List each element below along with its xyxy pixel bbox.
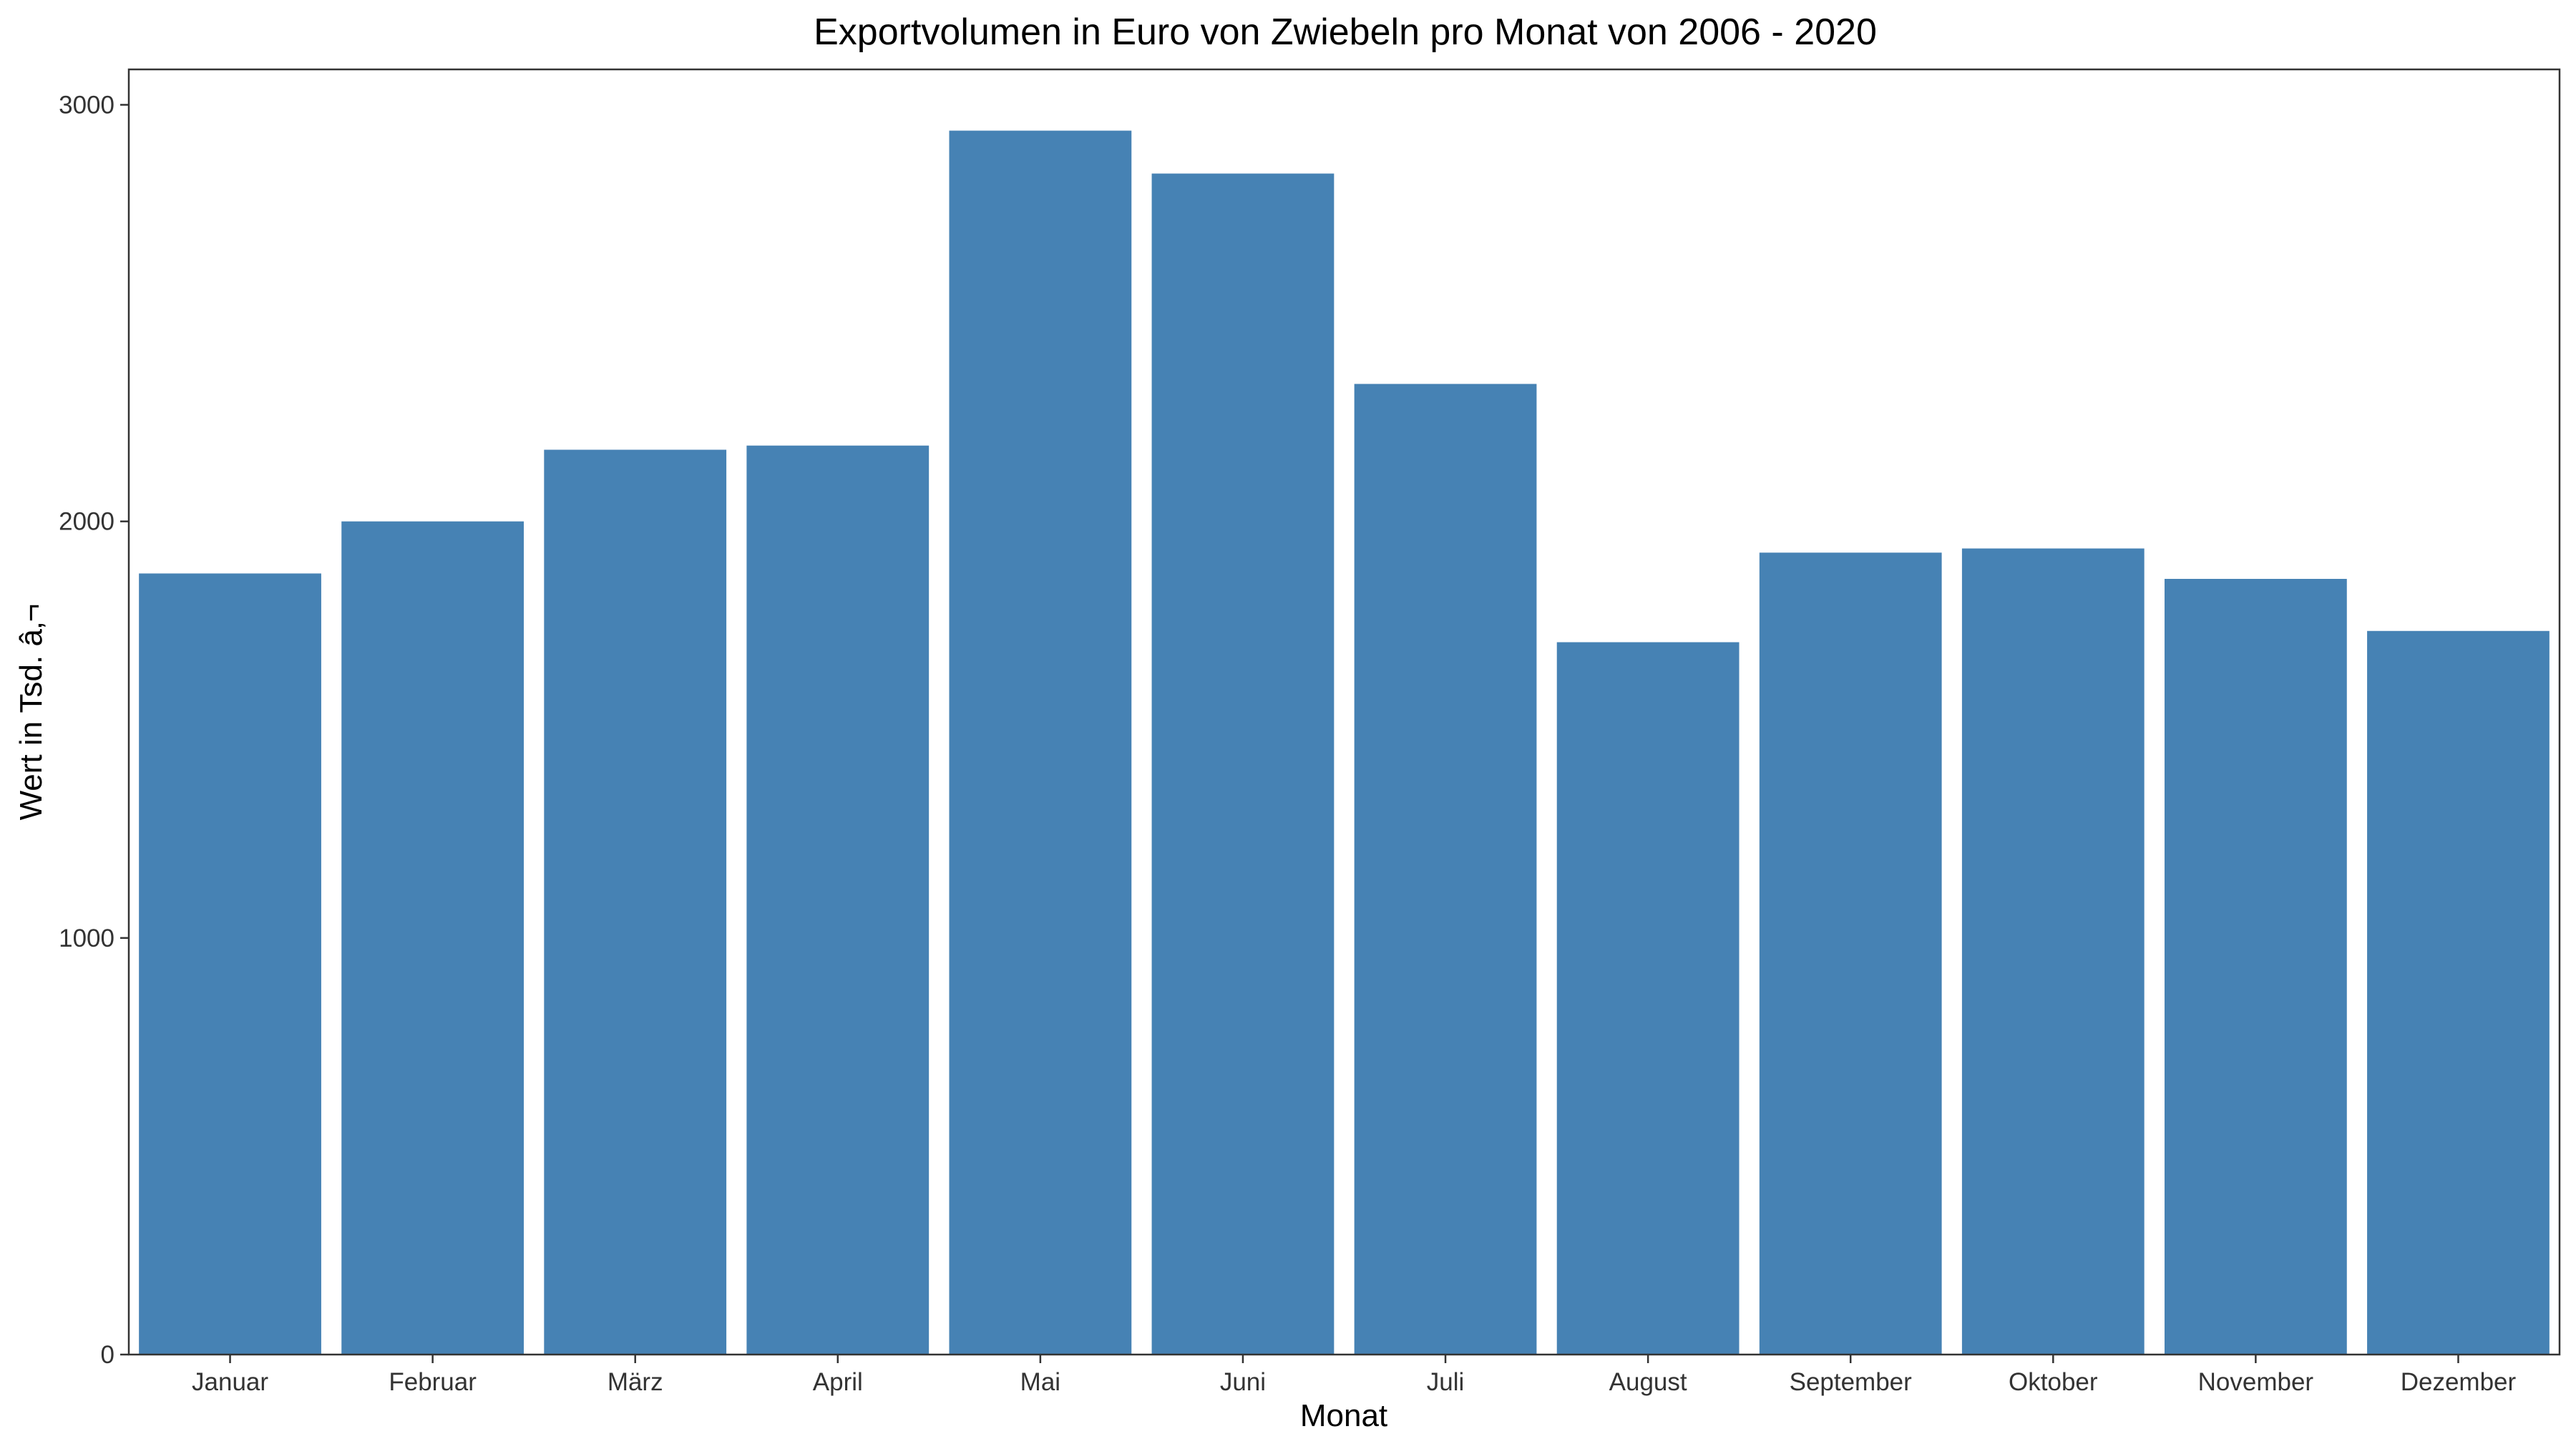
bar-7 [1354, 384, 1537, 1355]
bar-2 [341, 521, 525, 1355]
x-tick-label: Januar [192, 1368, 268, 1396]
bar-9 [1759, 552, 1942, 1355]
x-tick-label: März [608, 1368, 663, 1396]
x-tick-label: September [1790, 1368, 1913, 1396]
x-tick-label: November [2198, 1368, 2314, 1396]
y-tick-label: 1000 [59, 924, 114, 952]
y-axis-title: Wert in Tsd. â‚¬ [14, 604, 49, 821]
bar-12 [2367, 630, 2550, 1355]
y-axis: 0 1000 2000 3000 [59, 91, 129, 1369]
x-axis: Januar Februar März April Mai Juni Juli August S… [192, 1355, 2517, 1396]
x-tick-label: Dezember [2401, 1368, 2517, 1396]
bar-11 [2164, 579, 2347, 1355]
bar-6 [1151, 173, 1335, 1355]
bar-3 [544, 449, 727, 1355]
x-tick-label: Oktober [2009, 1368, 2098, 1396]
bar-8 [1556, 642, 1740, 1355]
bars-group [139, 130, 2550, 1355]
x-tick-label: Februar [389, 1368, 477, 1396]
x-tick-label: August [1609, 1368, 1687, 1396]
x-tick-label: Juli [1427, 1368, 1465, 1396]
bar-1 [139, 573, 321, 1355]
bar-10 [1961, 548, 2145, 1355]
bar-4 [746, 445, 930, 1355]
x-axis-title: Monat [1300, 1398, 1387, 1433]
bar-5 [949, 130, 1132, 1355]
chart-title: Exportvolumen in Euro von Zwiebeln pro M… [814, 11, 1877, 53]
y-tick-label: 0 [101, 1341, 114, 1369]
x-tick-label: Juni [1220, 1368, 1266, 1396]
plot-panel-border [127, 68, 2561, 1356]
y-tick-label: 2000 [59, 508, 114, 536]
y-tick-label: 3000 [59, 91, 114, 119]
x-tick-label: Mai [1020, 1368, 1060, 1396]
x-tick-label: April [813, 1368, 863, 1396]
